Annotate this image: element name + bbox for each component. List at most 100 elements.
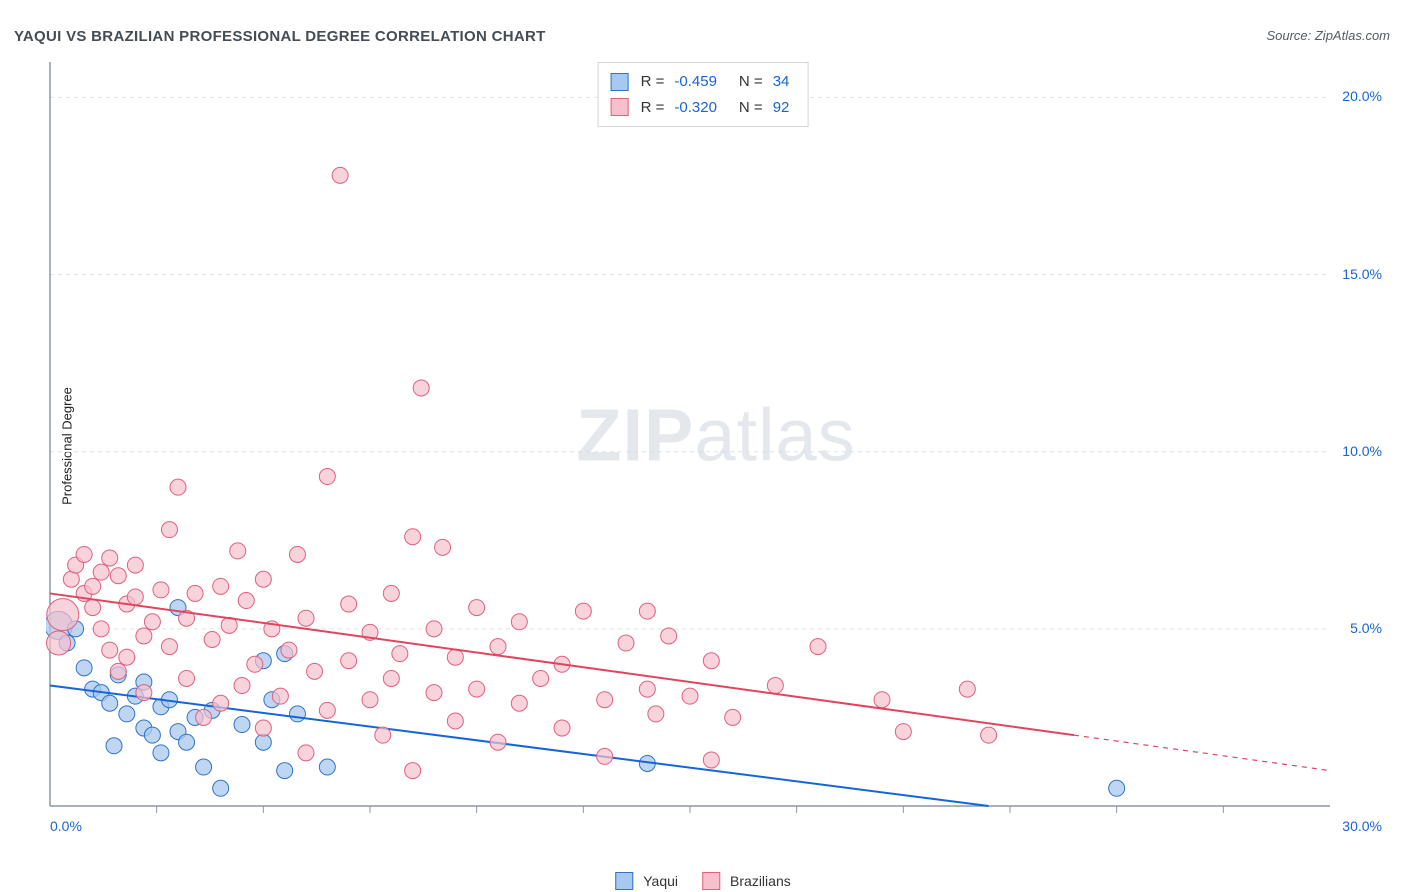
- data-point: [874, 692, 890, 708]
- data-point: [298, 745, 314, 761]
- data-point: [234, 678, 250, 694]
- data-point: [213, 578, 229, 594]
- data-point: [93, 564, 109, 580]
- data-point: [490, 639, 506, 655]
- legend-label: Yaqui: [643, 873, 678, 889]
- data-point: [85, 600, 101, 616]
- chart-title: YAQUI VS BRAZILIAN PROFESSIONAL DEGREE C…: [14, 28, 546, 45]
- data-point: [469, 681, 485, 697]
- data-point: [413, 380, 429, 396]
- data-point: [102, 695, 118, 711]
- data-point: [238, 593, 254, 609]
- correlation-stats-box: R =-0.459N =34R =-0.320N =92: [598, 62, 809, 127]
- data-point: [272, 688, 288, 704]
- data-point: [153, 745, 169, 761]
- trend-line-extension: [1074, 735, 1330, 770]
- data-point: [136, 685, 152, 701]
- data-point: [179, 670, 195, 686]
- data-point: [648, 706, 664, 722]
- data-point: [289, 706, 305, 722]
- data-point: [597, 748, 613, 764]
- scatter-chart: [46, 56, 1386, 846]
- data-point: [703, 653, 719, 669]
- data-point: [307, 663, 323, 679]
- data-point: [213, 780, 229, 796]
- data-point: [392, 646, 408, 662]
- stats-row: R =-0.459N =34: [611, 69, 790, 95]
- data-point: [490, 734, 506, 750]
- data-point: [332, 167, 348, 183]
- data-point: [170, 479, 186, 495]
- data-point: [230, 543, 246, 559]
- r-value: -0.320: [674, 95, 717, 121]
- data-point: [426, 685, 442, 701]
- data-point: [255, 571, 271, 587]
- r-value: -0.459: [674, 69, 717, 95]
- data-point: [255, 734, 271, 750]
- n-label: N =: [739, 69, 763, 95]
- data-point: [281, 642, 297, 658]
- data-point: [196, 709, 212, 725]
- y-tick-label: 20.0%: [1342, 88, 1382, 104]
- source-label: Source: ZipAtlas.com: [1266, 28, 1390, 43]
- data-point: [554, 720, 570, 736]
- plot-area: ZIPatlas 5.0%10.0%15.0%20.0%0.0%30.0%: [46, 56, 1386, 846]
- data-point: [981, 727, 997, 743]
- data-point: [76, 546, 92, 562]
- data-point: [511, 614, 527, 630]
- data-point: [161, 639, 177, 655]
- data-point: [639, 681, 655, 697]
- data-point: [76, 660, 92, 676]
- y-tick-label: 15.0%: [1342, 266, 1382, 282]
- data-point: [725, 709, 741, 725]
- data-point: [319, 759, 335, 775]
- data-point: [187, 585, 203, 601]
- data-point: [85, 578, 101, 594]
- data-point: [144, 614, 160, 630]
- x-tick-label: 30.0%: [1342, 818, 1382, 834]
- data-point: [447, 713, 463, 729]
- data-point: [153, 582, 169, 598]
- data-point: [127, 589, 143, 605]
- r-label: R =: [641, 95, 665, 121]
- data-point: [204, 631, 220, 647]
- data-point: [1109, 780, 1125, 796]
- data-point: [136, 628, 152, 644]
- data-point: [277, 763, 293, 779]
- data-point: [426, 621, 442, 637]
- n-value: 92: [773, 95, 790, 121]
- legend-label: Brazilians: [730, 873, 791, 889]
- data-point: [127, 557, 143, 573]
- data-point: [383, 585, 399, 601]
- data-point: [767, 678, 783, 694]
- data-point: [703, 752, 719, 768]
- data-point: [234, 717, 250, 733]
- x-tick-label: 0.0%: [50, 818, 82, 834]
- data-point: [405, 763, 421, 779]
- data-point: [93, 621, 109, 637]
- series-swatch: [611, 98, 629, 116]
- data-point: [213, 695, 229, 711]
- data-point: [639, 603, 655, 619]
- data-point: [289, 546, 305, 562]
- data-point: [435, 539, 451, 555]
- data-point: [298, 610, 314, 626]
- data-point: [341, 596, 357, 612]
- legend-swatch: [615, 872, 633, 890]
- data-point: [319, 469, 335, 485]
- data-point: [119, 649, 135, 665]
- data-point: [447, 649, 463, 665]
- legend: Yaqui Brazilians: [615, 872, 790, 890]
- data-point: [47, 599, 79, 631]
- data-point: [119, 706, 135, 722]
- series-swatch: [611, 73, 629, 91]
- data-point: [255, 720, 271, 736]
- data-point: [618, 635, 634, 651]
- data-point: [895, 724, 911, 740]
- data-point: [196, 759, 212, 775]
- data-point: [247, 656, 263, 672]
- y-tick-label: 10.0%: [1342, 443, 1382, 459]
- data-point: [682, 688, 698, 704]
- data-point: [469, 600, 485, 616]
- data-point: [511, 695, 527, 711]
